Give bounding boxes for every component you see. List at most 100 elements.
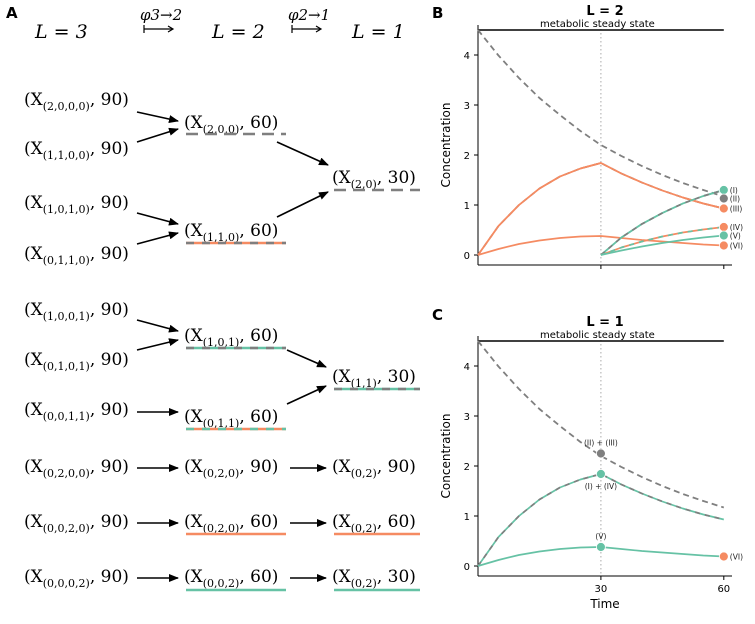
mapping-arrows (136, 111, 329, 582)
node-l3-5: (X(0,1,0,1), 90) (24, 350, 129, 373)
marker-point-3 (718, 551, 729, 562)
node-prefix: (X (24, 300, 44, 320)
node-value: , 60) (239, 113, 278, 133)
node-subscript: (0,2,0) (203, 467, 240, 480)
node-l2-4: (X(0,2,0), 90) (184, 457, 278, 480)
node-value: , 90) (239, 457, 278, 477)
marker-label-1: (II) (730, 195, 740, 204)
series-line-3 (477, 235, 724, 256)
series-line-7 (600, 234, 724, 256)
chart-title: L = 2 (586, 4, 623, 19)
chart-panel-b: L = 2 0 1 2 3 4 Concentration metabolic steady … (439, 4, 743, 269)
level-3-nodes: (X(2,0,0,0), 90)(X(1,1,0,0), 90)(X(1,0,1… (24, 90, 129, 590)
node-value: , 30) (377, 367, 416, 387)
arrow-l2-1 (276, 191, 329, 218)
node-l1-3: (X(0,2), 60) (332, 512, 416, 535)
y-tick-label-0: 0 (464, 562, 470, 573)
arrow-l3-5 (136, 338, 179, 351)
node-l3-6: (X(0,0,1,1), 90) (24, 400, 129, 423)
marker-point-5 (718, 240, 729, 251)
marker-label-2: (V) (595, 532, 606, 541)
steady-state-label: metabolic steady state (540, 19, 655, 30)
x-tick-label-0: 30 (595, 584, 608, 595)
arrow-l2-2 (286, 349, 327, 368)
series-line-0 (477, 340, 725, 509)
node-value: , 90) (90, 457, 129, 477)
marker-point-1 (596, 469, 606, 479)
steady-state-label: metabolic steady state (540, 330, 655, 341)
node-prefix: (X (332, 567, 352, 587)
arrow-l3-2 (136, 212, 179, 226)
node-l3-8: (X(0,0,2,0), 90) (24, 512, 129, 535)
y-tick-label-4: 4 (464, 362, 470, 373)
node-value: , 90) (90, 139, 129, 159)
node-value: , 90) (90, 567, 129, 587)
node-subscript: (0,2) (351, 577, 377, 590)
marker-label-1: (I) + (IV) (585, 482, 617, 491)
arrow-l3-4 (136, 319, 179, 333)
node-prefix: (X (24, 90, 44, 110)
mapsto-arrow-3-2 (143, 25, 175, 33)
node-l2-2: (X(1,0,1), 60) (184, 326, 278, 349)
node-value: , 60) (239, 512, 278, 532)
node-prefix: (X (332, 512, 352, 532)
marker-point-3 (718, 222, 729, 232)
y-tick-label-2: 2 (464, 151, 470, 162)
node-subscript: (0,2) (351, 467, 377, 480)
node-subscript: (0,2) (351, 522, 377, 535)
node-l1-0: (X(2,0), 30) (332, 168, 416, 191)
series-line-1-overlay (477, 473, 725, 567)
node-l3-9: (X(0,0,0,2), 90) (24, 567, 129, 590)
node-prefix: (X (184, 457, 204, 477)
node-l2-6: (X(0,0,2), 60) (184, 567, 278, 590)
node-prefix: (X (332, 457, 352, 477)
chart-panel-c: L = 1 0 1 2 3 4 30 60 Concentration Time metabolic… (439, 315, 743, 611)
y-axis-label: Concentration (439, 103, 453, 188)
node-subscript: (1,1,0) (203, 231, 240, 244)
arrow-l3-0 (136, 111, 179, 123)
node-l3-2: (X(1,0,1,0), 90) (24, 193, 129, 216)
node-subscript: (0,0,2,0) (43, 522, 90, 535)
node-value: , 90) (90, 193, 129, 213)
marker-label-3: (VI) (730, 553, 743, 562)
node-prefix: (X (184, 221, 204, 241)
y-tick-label-3: 3 (464, 412, 470, 423)
node-prefix: (X (24, 512, 44, 532)
node-prefix: (X (184, 512, 204, 532)
marker-point-4 (718, 230, 729, 241)
node-l3-3: (X(0,1,1,0), 90) (24, 244, 129, 267)
node-prefix: (X (24, 193, 44, 213)
series-line-0 (477, 29, 725, 198)
node-subscript: (0,0,1,1) (43, 410, 90, 423)
node-prefix: (X (24, 244, 44, 264)
node-l2-5: (X(0,2,0), 60) (184, 512, 278, 535)
node-subscript: (2,0) (351, 178, 377, 191)
node-prefix: (X (24, 567, 44, 587)
chart-title: L = 1 (586, 315, 623, 330)
node-subscript: (0,0,0,2) (43, 577, 90, 590)
node-value: , 60) (239, 221, 278, 241)
node-prefix: (X (184, 567, 204, 587)
marker-point-0 (596, 448, 606, 459)
node-subscript: (1,0,1,0) (43, 203, 90, 216)
node-subscript: (0,1,1) (203, 417, 240, 430)
node-l1-4: (X(0,2), 30) (332, 567, 416, 590)
node-value: , 90) (90, 512, 129, 532)
node-value: , 30) (377, 567, 416, 587)
node-subscript: (2,0,0) (203, 123, 240, 136)
node-value: , 90) (377, 457, 416, 477)
node-l3-1: (X(1,1,0,0), 90) (24, 139, 129, 162)
marker-point-2 (718, 203, 729, 214)
node-prefix: (X (184, 407, 204, 427)
node-value: , 60) (239, 407, 278, 427)
node-subscript: (1,0,0,1) (43, 310, 90, 323)
level-1-nodes: (X(2,0), 30)(X(1,1), 30)(X(0,2), 90)(X(0… (332, 168, 416, 590)
node-value: , 90) (90, 400, 129, 420)
node-subscript: (1,0,1) (203, 336, 240, 349)
node-prefix: (X (184, 326, 204, 346)
node-l2-0: (X(2,0,0), 60) (184, 113, 278, 136)
header-level-1: L = 1 (351, 21, 405, 43)
node-l2-3: (X(0,1,1), 60) (184, 407, 278, 430)
node-subscript: (0,1,0,1) (43, 360, 90, 373)
marker-point-1 (718, 193, 729, 204)
